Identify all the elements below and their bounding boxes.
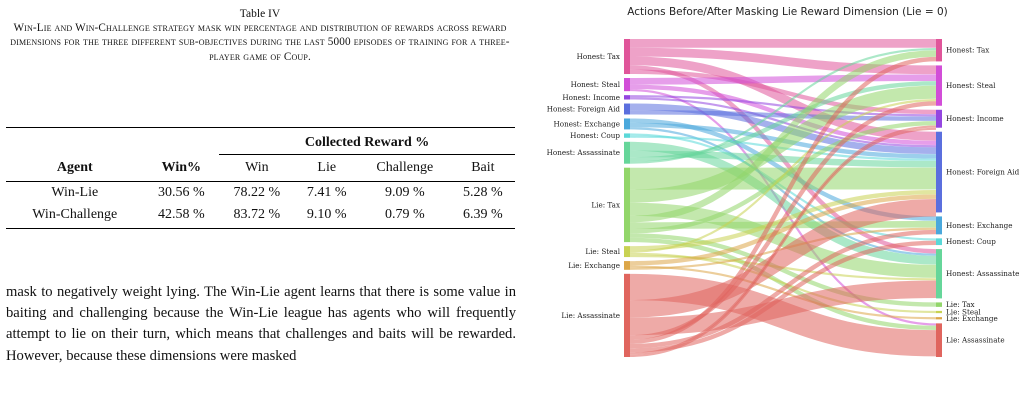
sankey-link xyxy=(629,125,937,355)
table-row: Win-Lie 30.56 % 78.22 % 7.41 % 9.09 % 5.… xyxy=(6,182,515,204)
sankey-node xyxy=(624,261,630,270)
table-cell: 9.10 % xyxy=(306,207,347,222)
sankey-node xyxy=(936,216,942,235)
sankey-node-label: Lie: Assassinate xyxy=(561,311,620,320)
sankey-link xyxy=(629,99,937,253)
table-number: Table IV xyxy=(239,8,281,20)
sankey-link xyxy=(629,265,937,320)
sankey-node-label: Honest: Exchange xyxy=(554,119,620,128)
sankey-node-label: Honest: Coup xyxy=(570,131,620,140)
sankey-node xyxy=(624,118,630,130)
sankey-link xyxy=(629,233,937,307)
sankey-node xyxy=(936,317,942,320)
sankey-link xyxy=(629,198,937,318)
table-cell: 0.79 % xyxy=(384,207,425,222)
sankey-node-label: Lie: Tax xyxy=(946,300,975,309)
sankey-node xyxy=(624,78,630,92)
sankey-node xyxy=(624,95,630,100)
sankey-link xyxy=(629,74,937,85)
table-cell: 83.72 % xyxy=(233,207,281,222)
table-cell: 78.22 % xyxy=(233,185,281,200)
table-cell: Win-Challenge xyxy=(32,207,118,222)
sankey-node-label: Honest: Income xyxy=(946,114,1004,123)
table-cell: 5.28 % xyxy=(463,185,503,200)
table-row: Win-Challenge 42.58 % 83.72 % 9.10 % 0.7… xyxy=(6,204,515,226)
sankey-link xyxy=(629,85,937,203)
col-header: Agent xyxy=(56,159,93,175)
table-cell: 30.56 % xyxy=(157,185,205,200)
sankey-link xyxy=(629,110,937,121)
sankey-node xyxy=(936,323,942,357)
sankey-node-label: Honest: Steal xyxy=(946,81,996,90)
sankey-node xyxy=(624,141,630,164)
sankey-node-label: Lie: Steal xyxy=(946,308,981,317)
sankey-node xyxy=(624,133,630,138)
sankey-node xyxy=(936,310,942,314)
sankey-node-label: Lie: Steal xyxy=(585,247,620,256)
sankey-node-label: Honest: Assassinate xyxy=(946,269,1019,278)
col-header: Win% xyxy=(161,159,202,175)
sankey-link xyxy=(629,69,937,115)
sankey-node xyxy=(624,103,630,115)
sankey-node-label: Lie: Tax xyxy=(591,200,620,209)
sankey-node-label: Honest: Foreign Aid xyxy=(547,105,621,114)
sankey-node xyxy=(936,109,942,128)
col-header: Challenge xyxy=(376,160,434,175)
group-header: Collected Reward % xyxy=(219,132,515,155)
sankey-link xyxy=(629,127,937,358)
sankey-node xyxy=(936,249,942,299)
sankey-node-label: Lie: Assassinate xyxy=(946,336,1005,345)
sankey-link xyxy=(629,194,937,266)
sankey-node-label: Honest: Coup xyxy=(946,237,996,246)
table-cell: 42.58 % xyxy=(157,207,205,222)
sankey-link xyxy=(629,47,937,75)
table-cell: 7.41 % xyxy=(306,185,347,200)
table-column: Table IV Win-Lie and Win-Challenge strat… xyxy=(0,7,520,367)
body-text: mask to negatively weight lying. The Win… xyxy=(6,284,516,364)
sankey-node xyxy=(624,246,630,258)
sankey-node-label: Honest: Foreign Aid xyxy=(946,168,1020,177)
sankey-node-label: Lie: Exchange xyxy=(946,314,998,323)
sankey-link xyxy=(629,50,937,223)
body-paragraph: mask to negatively weight lying. The Win… xyxy=(6,282,516,367)
sankey-link xyxy=(629,47,937,164)
sankey-link xyxy=(629,103,937,154)
sankey-node xyxy=(624,273,630,357)
sankey-node xyxy=(936,65,942,106)
sankey-node-label: Honest: Income xyxy=(562,93,620,102)
sankey-figure: Honest: Tax Honest: Steal Honest: Income Ho… xyxy=(530,0,1035,404)
col-header: Bait xyxy=(471,160,495,175)
col-header: Win xyxy=(245,160,269,175)
sankey-node xyxy=(936,39,942,62)
sankey-node-label: Lie: Exchange xyxy=(568,261,620,270)
table-cell: Win-Lie xyxy=(51,185,99,200)
col-header: Lie xyxy=(317,160,337,175)
table-caption-text: Win-Lie and Win-Challenge strategy mask … xyxy=(10,22,510,63)
sankey-node-label: Honest: Exchange xyxy=(946,221,1012,230)
sankey-node xyxy=(936,302,942,307)
chart-title: Actions Before/After Masking Lie Reward … xyxy=(627,6,948,18)
sankey-node xyxy=(936,238,942,246)
sankey-node xyxy=(936,131,942,213)
table-caption: Table IV Win-Lie and Win-Challenge strat… xyxy=(0,7,520,64)
results-table: Collected Reward % Agent Win% Win Lie Ch… xyxy=(6,127,515,229)
table-cell: 9.09 % xyxy=(384,185,425,200)
sankey-link xyxy=(629,56,937,141)
sankey-node-label: Honest: Tax xyxy=(946,46,989,55)
sankey-node xyxy=(624,167,630,243)
sankey-node-label: Honest: Assassinate xyxy=(547,148,620,157)
sankey-link xyxy=(629,81,937,162)
sankey-chart: Honest: Tax Honest: Steal Honest: Income Ho… xyxy=(547,39,1020,358)
sankey-node-label: Honest: Tax xyxy=(577,52,620,61)
sankey-link xyxy=(629,56,937,344)
sankey-link xyxy=(629,229,937,349)
sankey-node-label: Honest: Steal xyxy=(571,80,621,89)
table-cell: 6.39 % xyxy=(463,207,503,222)
sankey-node xyxy=(624,39,630,75)
